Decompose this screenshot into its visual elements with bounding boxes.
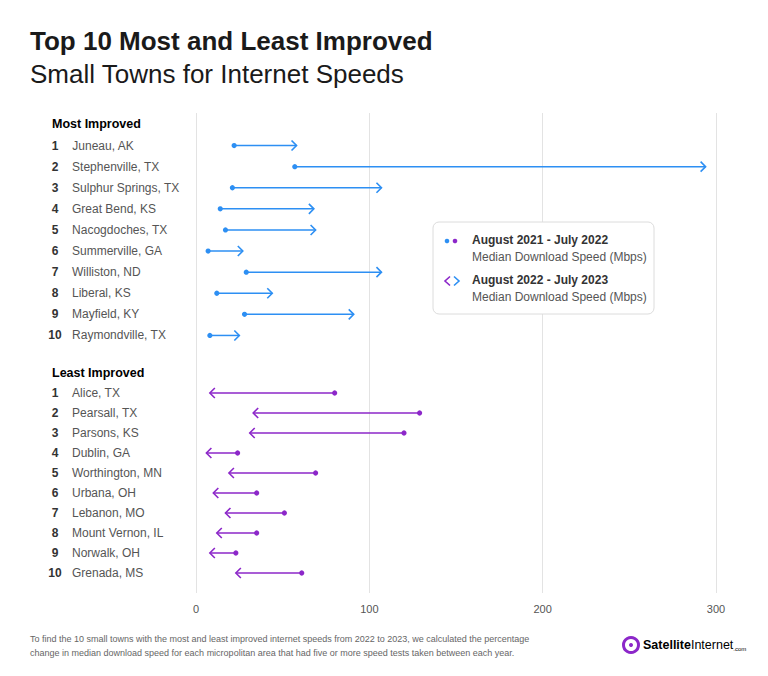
svg-text:Satellite: Satellite — [643, 638, 691, 652]
svg-text:Most: Most — [52, 117, 82, 131]
svg-text:3: 3 — [52, 181, 59, 195]
svg-text:Improved: Improved — [81, 117, 141, 131]
svg-text:10: 10 — [83, 26, 119, 56]
svg-text:Norwalk, OH: Norwalk, OH — [72, 546, 140, 560]
svg-text:6: 6 — [52, 486, 59, 500]
svg-text:7: 7 — [52, 506, 59, 520]
svg-text:6: 6 — [52, 244, 59, 258]
svg-text:7: 7 — [52, 265, 59, 279]
svg-text:Liberal, KS: Liberal, KS — [72, 286, 131, 300]
svg-text:9: 9 — [52, 307, 59, 321]
svg-text:Least: Least — [240, 26, 315, 56]
svg-text:100: 100 — [360, 603, 378, 615]
svg-text:Pearsall, TX: Pearsall, TX — [72, 406, 137, 420]
svg-text:0: 0 — [193, 603, 199, 615]
svg-text:Parsons, KS: Parsons, KS — [72, 426, 139, 440]
svg-text:8: 8 — [52, 286, 59, 300]
svg-text:4: 4 — [52, 202, 59, 216]
svg-text:Most: Most — [119, 26, 187, 56]
svg-text:Median Download Speed (Mbps): Median Download Speed (Mbps) — [472, 290, 647, 304]
svg-text:To find the 10 small towns wit: To find the 10 small towns with the most… — [30, 634, 529, 644]
svg-text:Small Towns for Internet Speed: Small Towns for Internet Speeds — [30, 59, 404, 89]
svg-text:Alice, TX: Alice, TX — [72, 386, 120, 400]
svg-text:August 2022 - July 2023: August 2022 - July 2023 — [472, 273, 608, 287]
svg-text:and: and — [187, 26, 240, 56]
svg-text:Sulphur Springs, TX: Sulphur Springs, TX — [72, 181, 179, 195]
svg-text:Lebanon, MO: Lebanon, MO — [72, 506, 145, 520]
svg-text:Mayfield, KY: Mayfield, KY — [72, 307, 139, 321]
svg-text:Improved: Improved — [316, 26, 433, 56]
svg-text:2: 2 — [52, 160, 59, 174]
svg-text:5: 5 — [52, 466, 59, 480]
svg-text:change in median download spee: change in median download speed for each… — [30, 648, 514, 658]
svg-text:200: 200 — [533, 603, 551, 615]
svg-text:10: 10 — [48, 328, 62, 342]
svg-text:Grenada, MS: Grenada, MS — [72, 566, 143, 580]
svg-text:Median Download Speed (Mbps): Median Download Speed (Mbps) — [472, 250, 647, 264]
svg-text:Urbana, OH: Urbana, OH — [72, 486, 136, 500]
svg-text:Least: Least — [52, 366, 85, 380]
svg-text:10: 10 — [48, 566, 62, 580]
svg-text:9: 9 — [52, 546, 59, 560]
svg-text:Mount Vernon, IL: Mount Vernon, IL — [72, 526, 164, 540]
svg-text:Summerville, GA: Summerville, GA — [72, 244, 162, 258]
svg-text:Improved: Improved — [85, 366, 145, 380]
svg-text:300: 300 — [707, 603, 725, 615]
svg-text:Juneau, AK: Juneau, AK — [72, 139, 133, 153]
svg-text:8: 8 — [52, 526, 59, 540]
svg-text:Internet: Internet — [691, 638, 734, 652]
svg-text:Stephenville, TX: Stephenville, TX — [72, 160, 159, 174]
svg-text:1: 1 — [52, 139, 59, 153]
svg-text:3: 3 — [52, 426, 59, 440]
svg-text:Great Bend, KS: Great Bend, KS — [72, 202, 156, 216]
svg-text:.com: .com — [733, 646, 746, 652]
svg-text:1: 1 — [52, 386, 59, 400]
svg-text:August 2021 - July 2022: August 2021 - July 2022 — [472, 233, 608, 247]
svg-text:4: 4 — [52, 446, 59, 460]
svg-text:Raymondville, TX: Raymondville, TX — [72, 328, 166, 342]
svg-text:2: 2 — [52, 406, 59, 420]
svg-text:Nacogdoches, TX: Nacogdoches, TX — [72, 223, 167, 237]
svg-text:Worthington, MN: Worthington, MN — [72, 466, 162, 480]
svg-text:Top: Top — [30, 26, 83, 56]
svg-text:Dublin, GA: Dublin, GA — [72, 446, 130, 460]
svg-text:5: 5 — [52, 223, 59, 237]
svg-text:Williston, ND: Williston, ND — [72, 265, 141, 279]
